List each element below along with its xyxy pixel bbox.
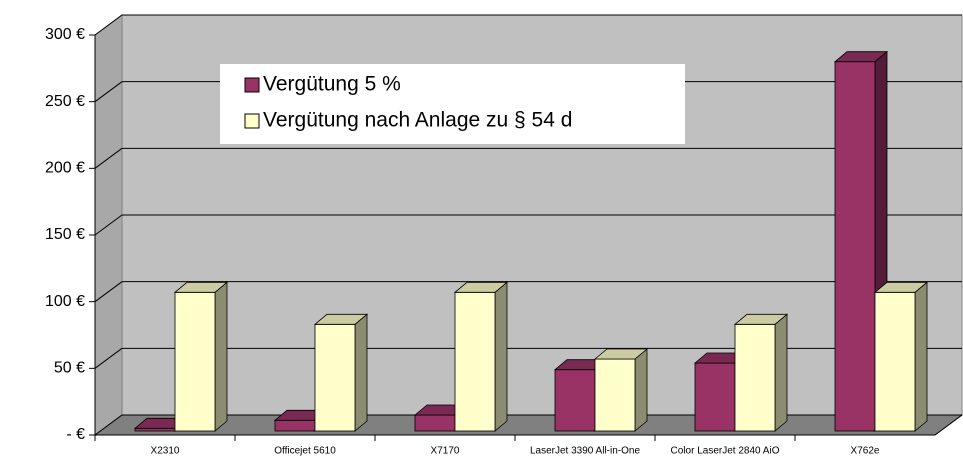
bar-top: [453, 281, 509, 293]
y-tick-label: 50 €: [54, 360, 85, 377]
bar-top: [733, 313, 789, 325]
x-tick-label: X762e: [851, 446, 880, 457]
grid-line: [94, 281, 123, 303]
legend-swatch: [244, 113, 260, 129]
legend-box: [220, 64, 685, 144]
legend-label: Vergütung nach Anlage zu § 54 d: [263, 109, 572, 132]
grid-line: [94, 81, 123, 103]
bar: [454, 291, 496, 432]
legend-swatch: [244, 77, 260, 93]
y-tick-label: 200 €: [45, 160, 85, 177]
bar: [414, 414, 456, 432]
grid-line: [94, 414, 123, 436]
x-tick-label: LaserJet 3390 All-in-One: [530, 446, 641, 457]
y-tick-label: 300 €: [45, 26, 85, 43]
bar-top: [833, 51, 889, 63]
y-tick-label: 250 €: [45, 93, 85, 110]
x-tick-label: X7170: [431, 446, 460, 457]
bar: [874, 291, 916, 432]
bar-side: [214, 281, 228, 432]
bar: [274, 419, 316, 432]
bar: [734, 323, 776, 432]
bar-side: [634, 348, 648, 432]
grid-line: [94, 147, 123, 169]
bar: [834, 61, 876, 432]
y-tick-label: 100 €: [45, 293, 85, 310]
bar-side: [914, 281, 928, 432]
bar-side: [774, 313, 788, 432]
x-tick-label: Color LaserJet 2840 AiO: [671, 446, 780, 457]
bar-side: [354, 313, 368, 432]
bar-top: [873, 281, 929, 293]
bar-top: [313, 313, 369, 325]
bar: [314, 323, 356, 432]
y-tick-label: 150 €: [45, 226, 85, 243]
grid-line: [94, 347, 123, 369]
y-tick-label: - €: [66, 426, 85, 443]
legend-label: Vergütung 5 %: [263, 73, 401, 96]
bar-side: [494, 281, 508, 432]
grid-line: [94, 14, 123, 36]
bar: [694, 362, 736, 432]
bar: [174, 291, 216, 432]
bar: [554, 369, 596, 432]
x-axis-end: [934, 414, 963, 436]
bar-top: [593, 348, 649, 360]
grid-line: [94, 214, 123, 236]
x-tick-label: X2310: [151, 446, 180, 457]
x-tick-label: Officejet 5610: [274, 446, 336, 457]
bar-top: [173, 281, 229, 293]
bar: [594, 358, 636, 432]
